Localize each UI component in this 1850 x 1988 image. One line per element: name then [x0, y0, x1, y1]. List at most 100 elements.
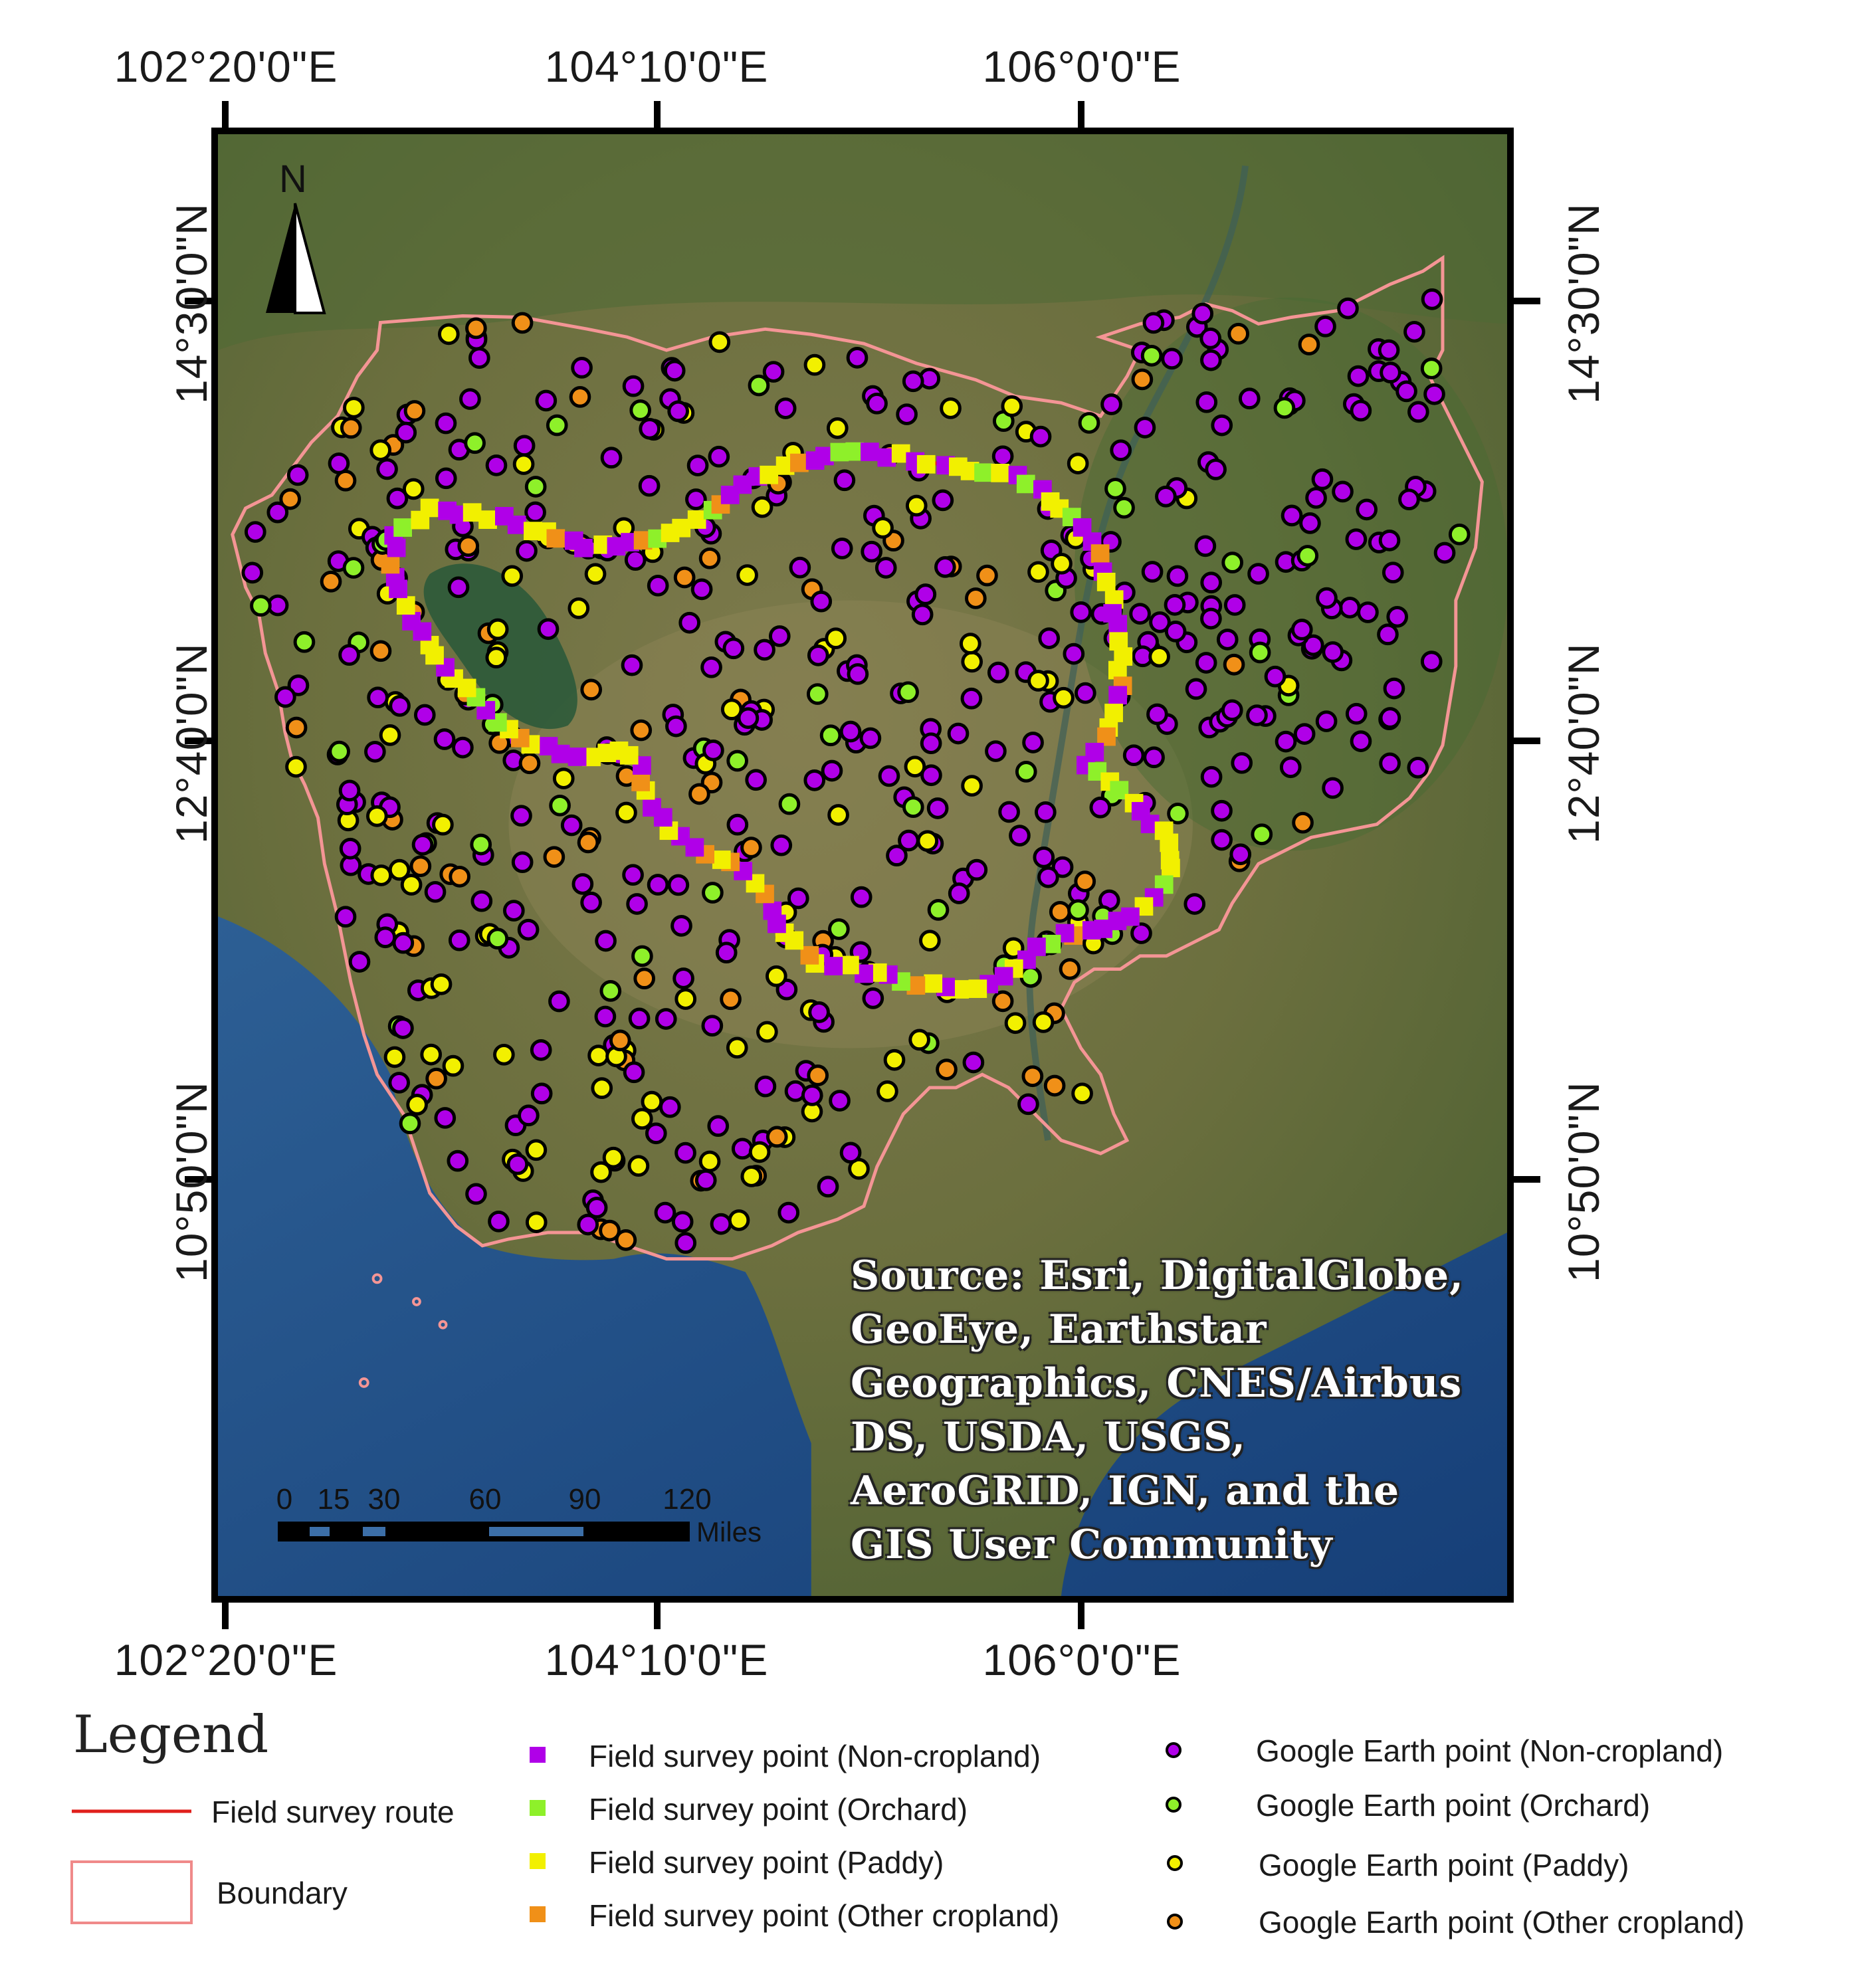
- google-earth-point: [1021, 1065, 1044, 1088]
- google-earth-point: [502, 900, 525, 922]
- google-earth-point: [700, 656, 722, 678]
- google-earth-point: [241, 561, 264, 584]
- google-earth-point: [1075, 682, 1096, 704]
- google-earth-point: [334, 906, 357, 928]
- google-earth-point: [896, 403, 918, 425]
- google-earth-point: [710, 1213, 732, 1235]
- google-earth-point: [1038, 627, 1061, 649]
- google-earth-point: [432, 813, 454, 836]
- google-earth-point: [279, 488, 302, 510]
- tick-right-3: [1514, 1176, 1540, 1183]
- google-earth-point: [947, 722, 970, 745]
- google-earth-point: [624, 549, 647, 571]
- islands: [358, 1273, 448, 1388]
- google-earth-point: [1281, 504, 1303, 527]
- google-earth-point: [459, 388, 481, 410]
- google-earth-point: [386, 487, 409, 510]
- google-earth-point: [708, 445, 730, 468]
- google-earth-point: [1027, 670, 1049, 692]
- google-earth-point: [342, 557, 365, 579]
- google-earth-point: [948, 882, 970, 904]
- google-earth-point: [250, 595, 272, 617]
- google-earth-point: [671, 1211, 694, 1233]
- google-earth-point: [1200, 765, 1223, 788]
- google-earth-point: [670, 915, 692, 937]
- google-earth-point: [320, 570, 342, 593]
- google-earth-point: [807, 1064, 829, 1086]
- lon-label-bottom-1: 102°20'0"E: [114, 1635, 338, 1684]
- google-earth-point: [1155, 485, 1177, 508]
- legend-google-orchard-icon: [1166, 1797, 1182, 1813]
- google-earth-point: [1221, 551, 1243, 573]
- google-earth-point: [594, 1005, 617, 1028]
- google-earth-points: [241, 288, 1471, 1254]
- google-earth-point: [413, 704, 436, 726]
- google-earth-point: [392, 932, 415, 954]
- google-earth-point: [673, 566, 696, 589]
- lon-label-top-1: 102°20'0"E: [114, 42, 338, 91]
- google-earth-point: [549, 794, 571, 817]
- google-earth-point: [485, 646, 508, 668]
- google-earth-point: [1032, 1011, 1055, 1033]
- field-survey-point: [1097, 727, 1116, 746]
- google-earth-point: [720, 698, 743, 720]
- google-earth-point: [537, 618, 560, 641]
- google-earth-point: [470, 833, 492, 856]
- google-earth-point: [1001, 395, 1023, 417]
- google-earth-point: [399, 1112, 421, 1135]
- google-earth-point: [506, 1153, 529, 1175]
- google-earth-point: [1293, 723, 1316, 745]
- google-earth-point: [1199, 327, 1222, 349]
- google-earth-point: [389, 695, 411, 717]
- google-earth-point: [737, 707, 760, 730]
- google-earth-point: [1134, 417, 1156, 439]
- field-survey-point: [387, 538, 406, 557]
- google-earth-point: [1380, 361, 1401, 383]
- google-earth-point: [647, 874, 669, 896]
- google-earth-point: [1049, 901, 1071, 923]
- google-earth-point: [740, 837, 762, 858]
- google-earth-point: [991, 990, 1014, 1013]
- google-earth-point: [392, 1017, 414, 1039]
- google-earth-point: [766, 1126, 788, 1148]
- google-earth-point: [580, 891, 602, 914]
- google-earth-point: [801, 1084, 823, 1106]
- google-earth-point: [1200, 349, 1222, 371]
- google-earth-point: [369, 439, 392, 461]
- field-survey-points: [381, 442, 1180, 999]
- google-earth-point: [1322, 641, 1344, 663]
- legend-field-orchard-icon: [530, 1800, 546, 1816]
- google-earth-point: [751, 496, 773, 518]
- field-survey-point: [420, 498, 439, 518]
- google-earth-point: [872, 517, 894, 539]
- google-earth-point: [940, 397, 962, 419]
- google-earth-point: [1110, 439, 1132, 462]
- google-earth-point: [1299, 512, 1321, 534]
- google-earth-point: [602, 1146, 625, 1169]
- legend-google-orchard-label: Google Earth point (Orchard): [1256, 1788, 1651, 1823]
- google-earth-point: [1339, 597, 1361, 619]
- tick-left-3: [185, 1176, 211, 1183]
- tick-top-2: [654, 101, 661, 128]
- google-earth-point: [599, 980, 622, 1002]
- google-earth-point: [577, 831, 599, 854]
- google-earth-point: [908, 1029, 930, 1051]
- google-earth-point: [525, 1139, 548, 1161]
- google-earth-point: [976, 564, 998, 587]
- google-earth-point: [1221, 699, 1243, 722]
- scale-unit-label: Miles: [696, 1516, 762, 1547]
- google-earth-point: [1143, 746, 1165, 769]
- field-survey-point: [712, 850, 731, 869]
- google-earth-point: [770, 834, 793, 856]
- google-earth-point: [707, 1115, 730, 1137]
- google-earth-point: [663, 359, 686, 382]
- google-earth-point: [688, 783, 710, 805]
- north-arrow-icon: [266, 203, 326, 314]
- field-survey-point: [1108, 615, 1128, 634]
- google-earth-point: [633, 967, 656, 989]
- google-earth-point: [768, 625, 791, 647]
- google-earth-point: [1238, 387, 1261, 410]
- google-earth-point: [960, 687, 983, 710]
- google-earth-point: [433, 728, 456, 750]
- google-earth-point: [1059, 958, 1081, 980]
